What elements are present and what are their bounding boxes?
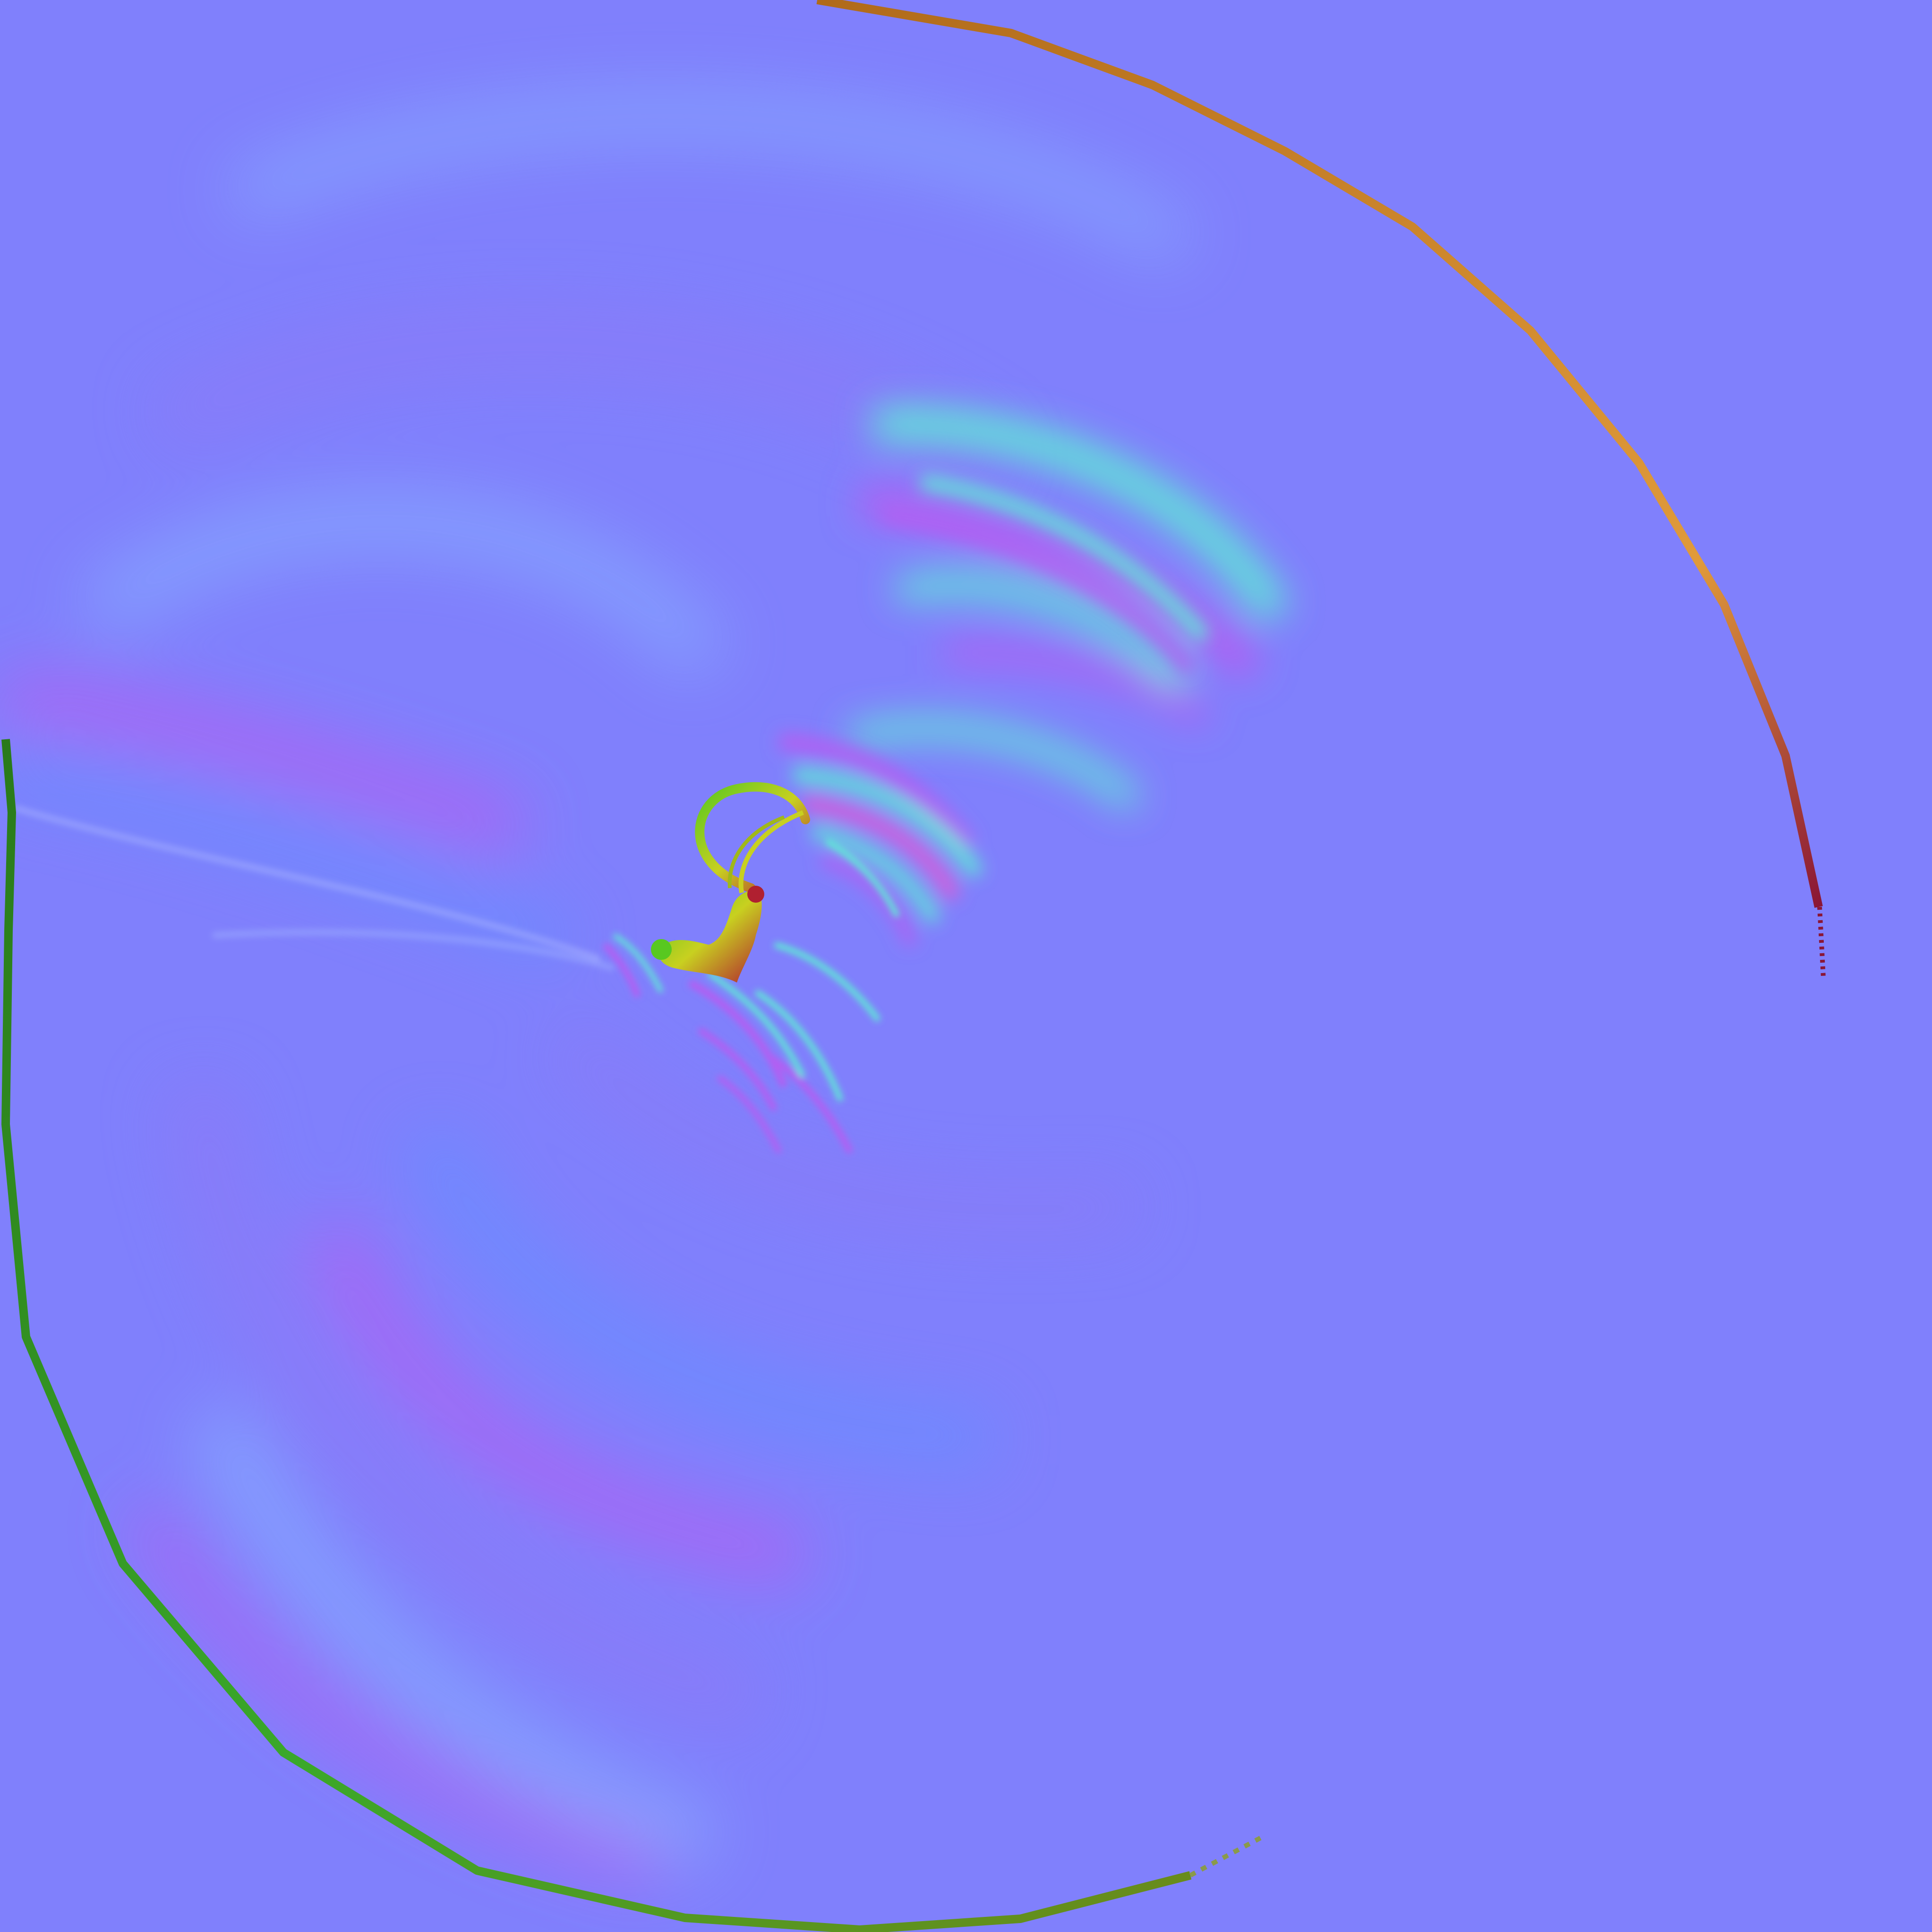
ripple bbox=[707, 971, 806, 1078]
center-ripples bbox=[602, 838, 900, 1154]
ripple bbox=[688, 979, 788, 1088]
core-arc bbox=[695, 782, 810, 893]
ridge bbox=[873, 408, 1290, 623]
ridge bbox=[847, 718, 1141, 811]
core-body bbox=[658, 891, 762, 983]
core-node bbox=[651, 939, 672, 960]
swirl-band bbox=[227, 94, 1193, 264]
swirl-band bbox=[0, 742, 576, 967]
swirl-band bbox=[187, 1404, 719, 1869]
ripple bbox=[716, 1075, 782, 1154]
ring-arc-bottom-tail bbox=[1189, 1835, 1263, 1878]
ring-arc-tail bbox=[1817, 906, 1826, 978]
swirl-band bbox=[552, 1024, 1136, 1232]
ridge bbox=[778, 733, 975, 851]
ridge bbox=[882, 508, 1196, 675]
core-node bbox=[747, 886, 764, 903]
ripple bbox=[825, 838, 900, 918]
ripple bbox=[613, 933, 664, 993]
swirl-band bbox=[79, 495, 728, 678]
ridge bbox=[944, 641, 1211, 727]
core-arc-inner bbox=[738, 810, 804, 893]
ripple bbox=[754, 989, 844, 1102]
core-ornament bbox=[651, 782, 810, 983]
inner-ridges bbox=[778, 475, 1210, 947]
outer-ring bbox=[1, 0, 1826, 1932]
ripple bbox=[774, 942, 881, 1022]
streak bbox=[13, 805, 601, 961]
ripple bbox=[602, 942, 641, 998]
swirl-band bbox=[126, 1501, 666, 1884]
streak bbox=[212, 929, 615, 971]
core-arc-inner bbox=[727, 815, 785, 889]
ring-arc-top bbox=[816, 0, 1823, 908]
upper-right-ridges bbox=[847, 408, 1290, 811]
swirl-band bbox=[0, 673, 529, 856]
swirl-band bbox=[306, 1219, 808, 1584]
ripple bbox=[763, 1051, 854, 1154]
ridge bbox=[895, 573, 1190, 692]
ring-arc-left bbox=[1, 739, 1192, 1932]
swirl-band bbox=[400, 1121, 994, 1469]
ridge bbox=[820, 854, 917, 947]
ridge bbox=[811, 825, 941, 924]
ridge bbox=[793, 768, 983, 879]
ripple bbox=[697, 1027, 778, 1112]
ridge bbox=[920, 475, 1210, 642]
ridge bbox=[802, 796, 961, 901]
ridge bbox=[857, 484, 1265, 682]
soft-swirl-bands bbox=[0, 94, 1193, 1884]
swirl-band bbox=[165, 1082, 765, 1733]
left-streak bbox=[13, 805, 615, 971]
